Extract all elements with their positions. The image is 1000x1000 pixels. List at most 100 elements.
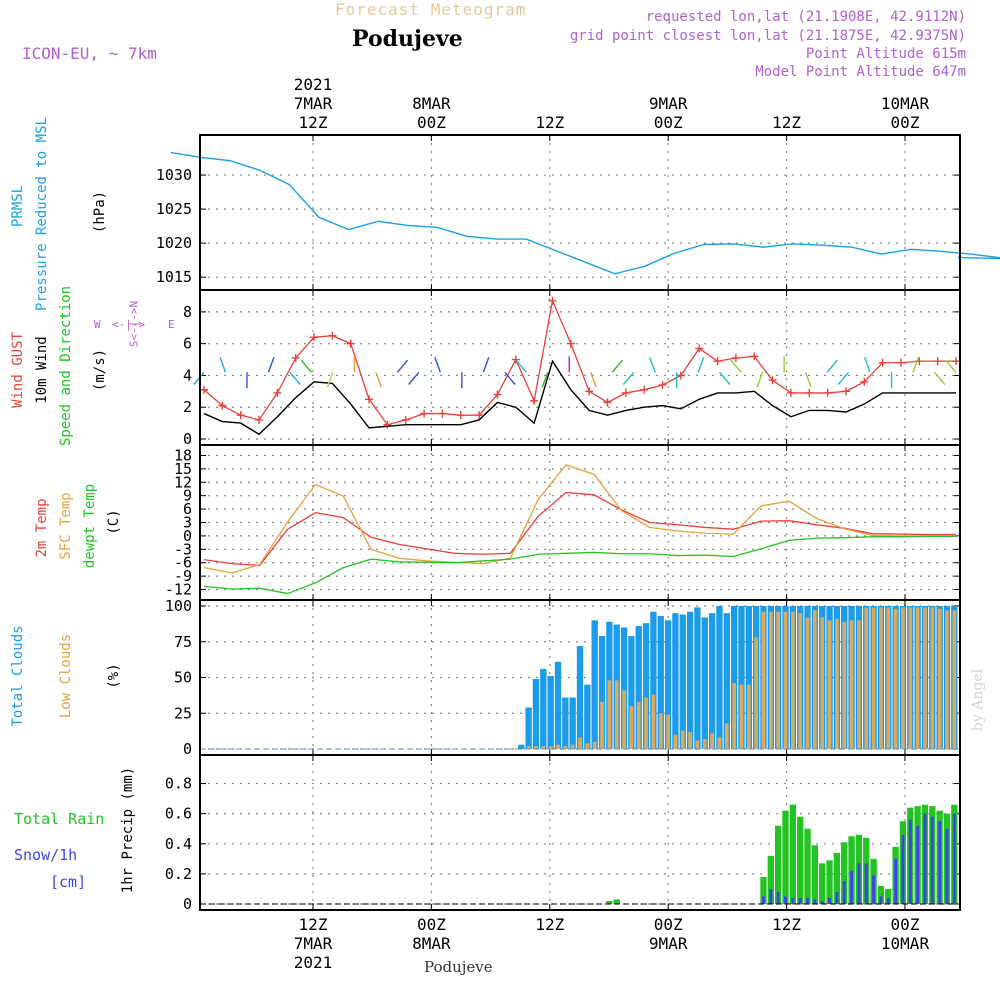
gust-point xyxy=(383,420,392,429)
y-tick-label: 1030 xyxy=(156,166,192,184)
wind-series-line xyxy=(203,359,956,436)
low-cloud-bar xyxy=(952,610,957,749)
gust-point xyxy=(365,395,374,404)
low-cloud-bar xyxy=(930,607,935,749)
low-cloud-bar xyxy=(592,741,597,749)
low-cloud-bar xyxy=(563,746,568,749)
low-cloud-bar xyxy=(695,740,700,749)
low-cloud-bar xyxy=(835,618,839,749)
low-cloud-bar xyxy=(548,746,553,749)
rain-bar xyxy=(848,836,855,904)
wind-direction-arrow xyxy=(267,356,275,373)
gust-point xyxy=(273,388,282,397)
wind-direction-arrow xyxy=(300,359,312,373)
y-tick-label: 50 xyxy=(174,669,192,687)
low-cloud-bar xyxy=(673,734,678,749)
y-tick-label: 0.2 xyxy=(165,865,192,883)
wind-direction-arrow xyxy=(375,372,383,388)
bottom-time-label: 8MAR xyxy=(412,934,451,953)
wind-direction-arrow xyxy=(826,359,838,373)
prmsl-series-line xyxy=(170,151,1000,275)
gust-point xyxy=(841,387,850,396)
low-cloud-bar xyxy=(879,607,883,749)
y-tick-label: 0.4 xyxy=(165,835,192,853)
low-cloud-bar xyxy=(600,701,604,749)
total-cloud-bar xyxy=(518,744,525,749)
gust-point xyxy=(731,353,740,362)
wind-direction-arrow xyxy=(912,356,920,373)
compass-arrows: <-|-> xyxy=(112,318,146,331)
snow-bar xyxy=(894,858,898,904)
gust-point xyxy=(713,357,722,366)
low-cloud-bar xyxy=(901,607,905,749)
top-time-label: 00Z xyxy=(417,113,446,132)
rain-bar xyxy=(804,828,811,904)
gust-point xyxy=(676,371,685,380)
snow-bar xyxy=(769,888,773,904)
snow-bar xyxy=(872,875,876,904)
snow-bar xyxy=(850,870,854,904)
chart-title: Forecast Meteogram xyxy=(335,0,527,19)
y-tick-label: 0 xyxy=(183,527,192,545)
y-tick-label: 25 xyxy=(174,704,192,722)
total-cloud-bar xyxy=(584,684,591,749)
total-cloud-bar xyxy=(701,617,708,749)
total-cloud-bar xyxy=(730,606,738,749)
y-tick-label: 0 xyxy=(183,895,192,913)
rain-bar xyxy=(885,888,892,904)
low-cloud-bar xyxy=(724,723,729,749)
rain-bar xyxy=(760,876,767,904)
snow-bar xyxy=(784,896,787,904)
low-cloud-bar xyxy=(688,731,692,749)
total-cloud-bar xyxy=(569,697,576,749)
low-cloud-bar xyxy=(710,733,714,749)
y-tick-label: 2 xyxy=(183,398,192,416)
total-cloud-bar xyxy=(664,620,672,749)
y-tick-label: 0.6 xyxy=(165,805,192,823)
gust-point xyxy=(786,388,795,397)
rain-bar xyxy=(819,863,826,904)
requested-coords: requested lon,lat (21.1908E, 42.9112N) xyxy=(645,9,966,25)
snow-bar xyxy=(762,896,765,904)
y-tick-label: 15 xyxy=(174,460,192,478)
low-cloud-bar xyxy=(769,611,773,749)
wind-direction-arrow xyxy=(804,372,812,388)
wind-direction-arrow xyxy=(611,359,624,373)
gust-point xyxy=(878,358,887,367)
wind-direction-arrow xyxy=(396,359,409,373)
compass-w: W xyxy=(94,318,101,331)
total-cloud-bar xyxy=(635,626,642,749)
bottom-time-label: 9MAR xyxy=(649,934,688,953)
low-cloud-bar xyxy=(893,608,898,749)
total-cloud-bar xyxy=(628,636,635,749)
model-label: ICON-EU, ~ 7km xyxy=(22,44,157,63)
y-tick-label: 0 xyxy=(183,740,192,758)
low-cloud-bar xyxy=(739,684,744,749)
snow-bar xyxy=(806,897,810,904)
bottom-time-label: 2021 xyxy=(294,953,333,972)
point-altitude: Point Altitude 615m xyxy=(805,46,966,62)
gust-point xyxy=(768,376,777,385)
bottom-time-label: 7MAR xyxy=(294,934,333,953)
gust-point xyxy=(896,358,905,367)
snow-bar xyxy=(828,897,832,904)
y-tick-label: 1020 xyxy=(156,234,192,252)
snow-bar xyxy=(916,825,920,904)
gust-point xyxy=(291,353,300,362)
footer-location: Podujeve xyxy=(424,958,493,976)
total-cloud-bar xyxy=(591,620,598,749)
gust-point xyxy=(952,357,960,366)
y-tick-label: 1025 xyxy=(156,200,192,218)
bottom-time-label: 12Z xyxy=(535,915,564,934)
total-cloud-bar xyxy=(672,613,679,749)
y-tick-label: 8 xyxy=(183,303,192,321)
gust-point xyxy=(805,388,814,397)
panel-frame xyxy=(199,754,961,911)
gust-point xyxy=(328,331,337,340)
bottom-time-label: 10MAR xyxy=(881,934,930,953)
rain-bar xyxy=(811,845,819,904)
rain-bar xyxy=(826,860,833,904)
gust-point xyxy=(310,333,319,342)
gust-point xyxy=(603,398,612,407)
low-cloud-bar xyxy=(614,680,619,749)
